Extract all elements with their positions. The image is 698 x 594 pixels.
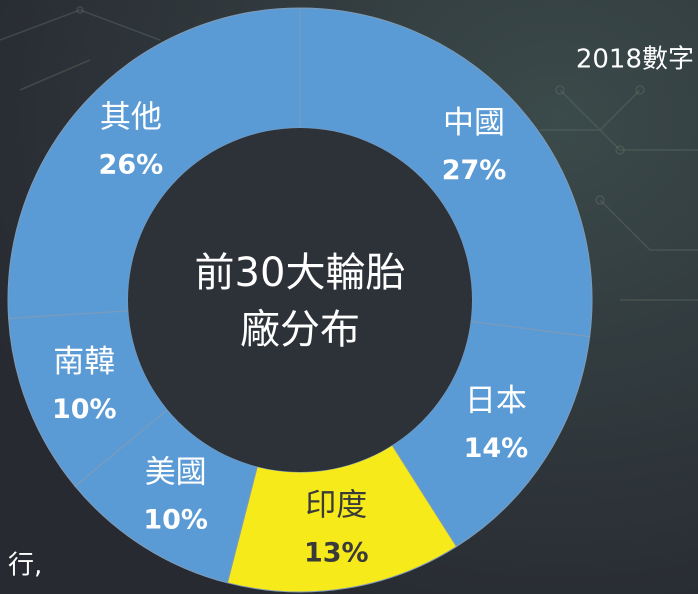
segment-name: 美國 [145, 454, 207, 490]
segment-name: 其他 [100, 100, 162, 136]
segment-value-label: 13% [304, 538, 369, 569]
corner-text: 2018數字 [576, 45, 694, 75]
donut: 中國 27% 日本 14% 印度 13% 美國 10% 南韓 10% 其他 26% [7, 7, 593, 593]
donut-segment [7, 7, 301, 319]
donut-hole [128, 128, 472, 472]
segment-value-label: 26% [99, 150, 164, 181]
center-title: 廠分布 [240, 307, 360, 353]
center-title: 前30大輪胎 [195, 250, 406, 296]
segment-value-label: 10% [52, 394, 117, 425]
side-text: 行, [8, 551, 42, 581]
segment-value-label: 14% [464, 433, 529, 464]
segment-name: 印度 [305, 488, 367, 524]
segment-name: 中國 [443, 105, 505, 141]
segment-value-label: 27% [442, 155, 507, 186]
segment-name: 日本 [465, 383, 527, 419]
segment-value-label: 10% [143, 504, 208, 535]
circuit-decoration [0, 6, 698, 301]
segment-name: 南韓 [53, 344, 115, 380]
